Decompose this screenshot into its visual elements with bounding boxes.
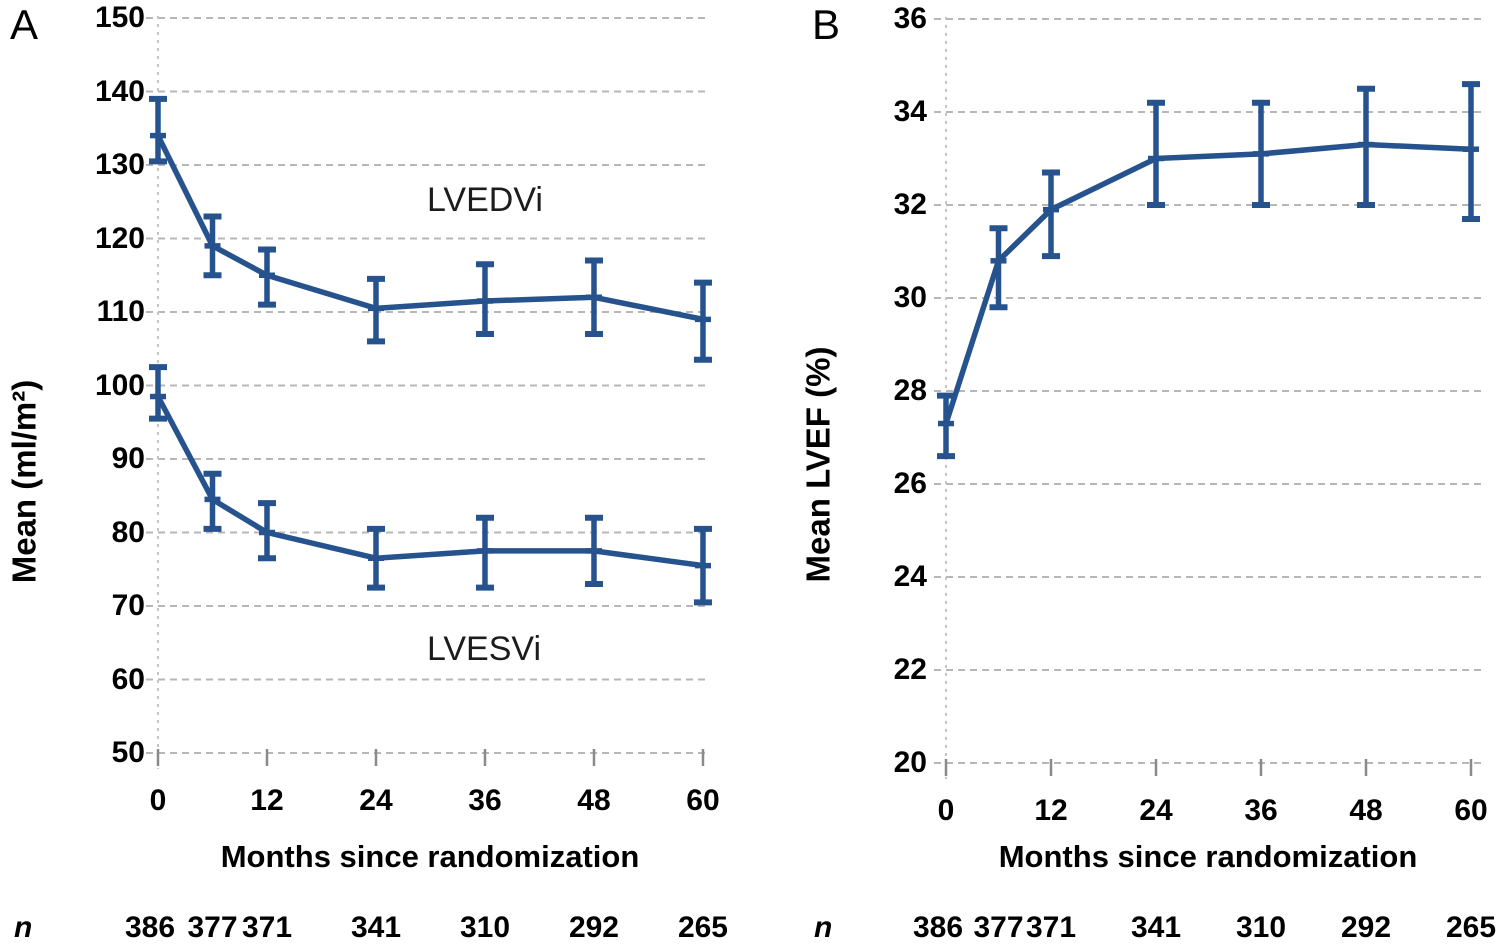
panel-b-label: B <box>812 1 841 48</box>
y-tick-label: 22 <box>893 653 927 686</box>
n-value: 371 <box>1025 911 1077 944</box>
series-label-lvedvi: LVEDVi <box>427 181 543 219</box>
y-tick-label: 34 <box>893 95 927 128</box>
y-tick-label: 80 <box>111 515 145 549</box>
y-tick-label: 24 <box>893 560 927 593</box>
n-value: 371 <box>241 911 293 944</box>
y-tick-label: 28 <box>893 374 927 407</box>
n-value: 292 <box>1340 911 1392 944</box>
x-tick-label: 0 <box>149 784 167 817</box>
y-tick-label: 60 <box>111 662 145 696</box>
y-tick-label: 130 <box>94 148 145 181</box>
n-value: 292 <box>568 911 619 944</box>
y-tick-label: 26 <box>893 467 927 500</box>
n-value: 377 <box>973 911 1024 944</box>
y-axis-label-b: Mean LVEF (%) <box>799 346 837 583</box>
n-italic-label-b: n <box>814 911 833 944</box>
n-value: 341 <box>350 911 402 944</box>
x-tick-label: 60 <box>686 784 720 817</box>
x-tick-label: 0 <box>937 794 955 827</box>
x-axis-label-b: Months since randomization <box>998 839 1418 874</box>
n-value: 377 <box>187 911 238 944</box>
series-line-lvesvi <box>155 395 704 569</box>
panel-a-label: A <box>10 1 39 48</box>
y-tick-label: 100 <box>94 368 145 402</box>
y-tick-label: 20 <box>893 746 927 779</box>
n-italic-label-a: n <box>14 911 33 944</box>
x-tick-label: 12 <box>1034 794 1068 827</box>
y-tick-label: 90 <box>111 442 145 475</box>
y-tick-label: 32 <box>893 188 927 221</box>
n-value: 310 <box>459 911 511 944</box>
x-tick-label: 24 <box>359 784 393 817</box>
x-tick-label: 60 <box>1454 794 1488 827</box>
series-line-lvedvi <box>155 134 704 323</box>
series-line-lvef <box>943 141 1472 425</box>
y-tick-label: 120 <box>94 221 145 255</box>
series-label-lvesvi: LVESVi <box>426 630 542 668</box>
y-tick-label: 70 <box>111 589 145 622</box>
y-tick-label: 110 <box>96 295 145 328</box>
y-axis-label-a: Mean (ml/m²) <box>5 379 43 584</box>
y-tick-label: 140 <box>94 74 145 108</box>
y-tick-label: 36 <box>893 2 927 35</box>
x-tick-label: 24 <box>1139 794 1173 827</box>
n-value: 341 <box>1130 911 1182 944</box>
y-tick-label: 50 <box>111 736 145 769</box>
x-tick-label: 36 <box>1244 794 1278 827</box>
n-value: 265 <box>677 911 728 944</box>
x-axis-label-a: Months since randomization <box>220 839 640 874</box>
n-value: 265 <box>1445 911 1497 944</box>
n-value: 386 <box>912 911 964 944</box>
y-tick-label: 150 <box>94 1 145 34</box>
y-tick-label: 30 <box>893 281 927 314</box>
n-value: 386 <box>124 911 176 944</box>
x-tick-label: 12 <box>250 784 284 817</box>
x-tick-label: 48 <box>577 784 611 817</box>
x-tick-label: 48 <box>1349 794 1383 827</box>
n-value: 310 <box>1235 911 1287 944</box>
x-tick-label: 36 <box>468 784 502 817</box>
